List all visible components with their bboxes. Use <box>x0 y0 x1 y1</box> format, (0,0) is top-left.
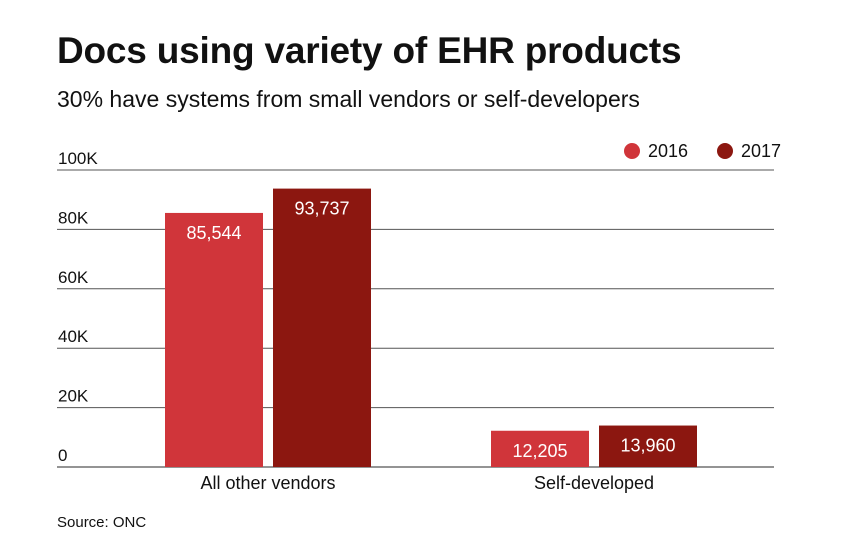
legend-swatch <box>624 143 640 159</box>
y-tick-label: 0 <box>58 446 67 465</box>
category-label: Self-developed <box>534 473 654 493</box>
gridlines <box>57 169 774 468</box>
source-note: Source: ONC <box>57 514 147 531</box>
bar-chart: 0 20K 40K 60K 80K 100K 85,544 93,737 All other v… <box>57 141 781 493</box>
category-label: All other vendors <box>200 473 335 493</box>
bars <box>165 188 697 467</box>
y-tick-label: 100K <box>58 149 98 168</box>
bar <box>273 188 371 467</box>
data-label: 93,737 <box>294 199 349 219</box>
bar <box>599 425 697 467</box>
y-tick-label: 60K <box>58 268 89 287</box>
data-label: 12,205 <box>512 441 567 461</box>
y-tick-label: 40K <box>58 327 89 346</box>
chart-subtitle: 30% have systems from small vendors or s… <box>57 86 640 112</box>
labels: 0 20K 40K 60K 80K 100K 85,544 93,737 All other v… <box>58 149 676 493</box>
chart-title: Docs using variety of EHR products <box>57 30 682 71</box>
y-tick-label: 80K <box>58 208 89 227</box>
legend-label: 2017 <box>741 141 781 161</box>
legend-label: 2016 <box>648 141 688 161</box>
y-tick-label: 20K <box>58 387 89 406</box>
data-label: 13,960 <box>620 436 675 456</box>
bar <box>165 212 263 467</box>
data-label: 85,544 <box>186 223 241 243</box>
legend: 2016 2017 <box>624 141 781 161</box>
bar <box>491 430 589 467</box>
legend-swatch <box>717 143 733 159</box>
